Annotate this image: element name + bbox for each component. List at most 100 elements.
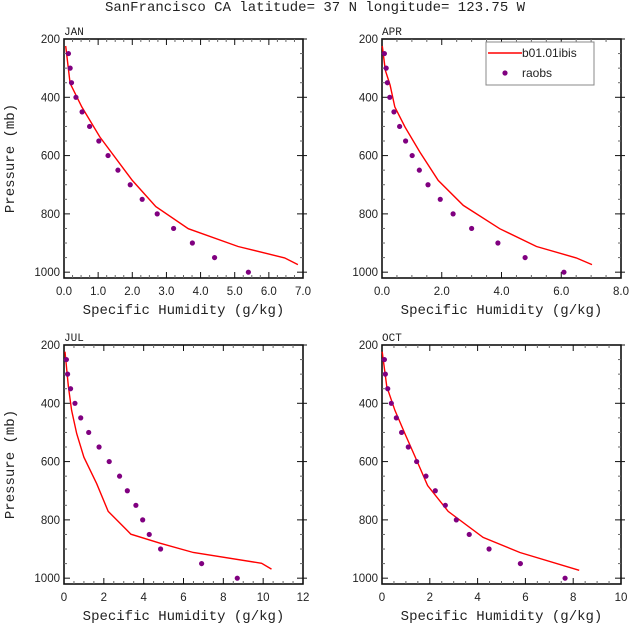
x-tick-label: 6 [522,592,528,604]
y-tick-label: 1000 [352,573,378,585]
raobs-point [495,240,501,246]
x-tick-label: 8 [570,592,576,604]
legend-label-model: b01.01ibis [522,46,577,60]
raobs-point [437,196,443,202]
raobs-point [409,152,415,159]
raobs-point [416,167,422,173]
y-tick-label: 400 [359,92,378,104]
raobs-point [72,400,78,406]
raobs-point [64,371,71,377]
x-axis-label: Specific Humidity (g/kg) [401,609,603,625]
raobs-point [414,458,420,465]
raobs-point [68,80,75,86]
x-tick-label: 2.0 [434,286,450,298]
x-tick-label: 5.0 [227,286,243,298]
raobs-point [63,356,69,363]
panel-jan: JAN 0.0 1.0 2.0 3.0 4.0 5.0 6.0 7.0 200 400 600 800 1… [3,27,311,319]
raobs-point [466,531,472,538]
x-tick-label: 2 [101,592,107,604]
x-tick-label: 10 [257,592,270,604]
raobs-point [189,240,195,246]
x-tick-label: 1.0 [90,286,106,298]
model-line-b01-01ibis [64,351,272,570]
y-tick-label: 200 [41,340,60,352]
raobs-point [405,444,411,450]
panel-oct: OCT 0 2 4 6 8 10 200 400 600 800 1000 Specific Humid… [352,333,627,625]
x-tick-label: 12 [297,592,310,604]
x-tick-label: 0.0 [374,286,390,298]
raobs-point [393,415,399,421]
x-tick-label: 4 [140,592,147,604]
y-axis-label: Pressure (mb) [3,104,19,213]
legend-dot-swatch [502,70,508,76]
raobs-point [425,182,431,188]
raobs-point [199,560,205,567]
plot-frame [63,344,304,585]
x-tick-label: 8.0 [613,286,629,298]
raobs-point [146,531,152,538]
x-tick-label: 6.0 [261,286,277,298]
raobs-point [154,211,160,217]
y-tick-label: 400 [41,92,60,104]
raobs-point [388,400,394,406]
raobs-point [398,429,405,436]
raobs-point [453,517,459,523]
y-tick-label: 600 [359,457,378,469]
raobs-point [79,109,85,115]
raobs-point [245,269,251,275]
raobs-point [450,211,456,217]
y-tick-label: 800 [41,209,60,221]
model-line-b01-01ibis [65,45,299,266]
x-axis-label: Specific Humidity (g/kg) [83,609,285,625]
raobs-point [65,50,72,57]
y-tick-label: 600 [359,151,378,163]
raobs-point [157,546,164,552]
raobs-point [562,575,568,581]
raobs-point [116,473,123,479]
x-tick-label: 2.0 [124,286,140,298]
raobs-point [561,269,567,275]
raobs-point [383,65,389,71]
y-tick-label: 400 [41,398,60,410]
plot-frame [63,38,304,279]
figure-title: SanFrancisco CA latitude= 37 N longitude… [105,0,526,16]
raobs-point [211,254,218,261]
raobs-point [67,65,73,71]
raobs-point [105,152,111,159]
y-tick-label: 800 [359,209,378,221]
y-tick-label: 1000 [352,267,378,279]
raobs-point [381,50,387,57]
y-tick-label: 600 [41,457,60,469]
x-axis-label: Specific Humidity (g/kg) [401,303,603,319]
x-tick-label: 4.0 [494,286,510,298]
x-tick-label: 0.0 [56,286,72,298]
raobs-point [133,502,139,508]
y-tick-label: 400 [359,398,378,410]
y-tick-label: 800 [359,515,378,527]
y-tick-label: 1000 [34,573,60,585]
panel-label: OCT [382,333,402,345]
raobs-point [384,80,390,86]
raobs-point [385,386,391,392]
y-tick-label: 200 [359,340,378,352]
raobs-point [87,123,93,130]
panel-label: JUL [64,333,84,345]
panel-jul: JUL 0 2 4 6 8 10 12 200 400 600 800 1000 Specific Hum… [3,333,309,625]
y-axis-label: Pressure (mb) [3,410,19,519]
x-tick-label: 0 [379,592,385,604]
y-tick-label: 1000 [34,267,60,279]
raobs-point [486,546,492,552]
x-tick-label: 7.0 [295,286,311,298]
x-axis-label: Specific Humidity (g/kg) [83,303,285,319]
raobs-point [469,225,475,232]
x-tick-label: 4.0 [193,286,209,298]
raobs-point [442,502,448,508]
raobs-point [381,356,387,363]
raobs-point [403,138,409,144]
y-tick-label: 800 [41,515,60,527]
x-tick-label: 6.0 [553,286,569,298]
raobs-point [397,123,403,130]
raobs-point [67,386,74,392]
legend: b01.01ibis raobs [485,41,595,86]
